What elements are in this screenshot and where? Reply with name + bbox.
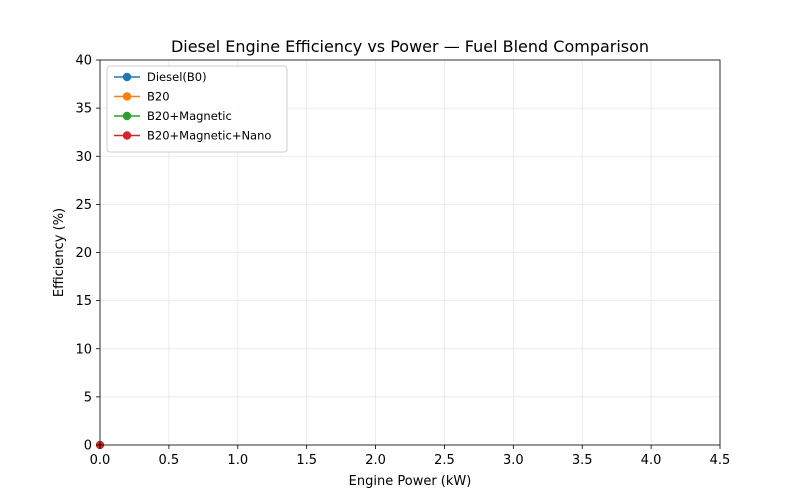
legend-swatch-marker: [122, 92, 132, 101]
y-tick-label: 25: [75, 198, 92, 213]
x-axis-ticks: 0.0 0.5 1.0 1.5 2.0 2.5 3.0 3.5 4.0 4.5: [90, 445, 731, 468]
legend-item: B20+Magnetic: [114, 109, 232, 123]
y-axis-label: Efficiency (%): [52, 208, 67, 297]
y-tick-label: 35: [75, 102, 92, 117]
legend-label: B20: [147, 90, 170, 104]
legend: Diesel(B0) B20 B20+Magnetic B20+Magnetic+Na…: [106, 65, 288, 153]
y-tick-label: 15: [75, 294, 92, 309]
y-tick-label: 40: [75, 54, 92, 69]
legend-swatch-marker: [122, 111, 132, 121]
x-tick-label: 0.0: [90, 453, 111, 468]
x-tick-label: 2.0: [365, 453, 386, 468]
x-tick-label: 3.0: [503, 453, 524, 468]
y-tick-label: 5: [84, 390, 92, 405]
legend-item: B20+Magnetic+Nano: [114, 129, 271, 143]
x-tick-label: 0.5: [159, 453, 180, 468]
chart-title: Diesel Engine Efficiency vs Power — Fuel…: [171, 37, 649, 56]
legend-swatch-marker: [122, 131, 132, 140]
x-tick-label: 4.5: [710, 453, 731, 468]
y-tick-label: 10: [75, 342, 92, 357]
x-tick-label: 4.0: [641, 453, 662, 468]
y-tick-label: 0: [84, 439, 92, 454]
x-tick-label: 2.5: [434, 453, 455, 468]
y-tick-label: 30: [75, 150, 92, 165]
legend-label: B20+Magnetic: [147, 109, 232, 123]
legend-item: Diesel(B0): [114, 70, 207, 84]
x-tick-label: 1.0: [227, 453, 248, 468]
legend-swatch-marker: [122, 72, 132, 82]
x-axis-label: Engine Power (kW): [349, 474, 472, 489]
x-tick-label: 1.5: [296, 453, 317, 468]
x-tick-label: 3.5: [572, 453, 593, 468]
legend-label: B20+Magnetic+Nano: [147, 129, 271, 143]
legend-box: [106, 65, 288, 153]
y-axis-ticks: 0 5 10 15 20 25 30 35 40: [75, 54, 100, 454]
legend-item: B20: [114, 90, 170, 104]
legend-label: Diesel(B0): [147, 70, 207, 84]
y-tick-label: 20: [75, 246, 92, 261]
